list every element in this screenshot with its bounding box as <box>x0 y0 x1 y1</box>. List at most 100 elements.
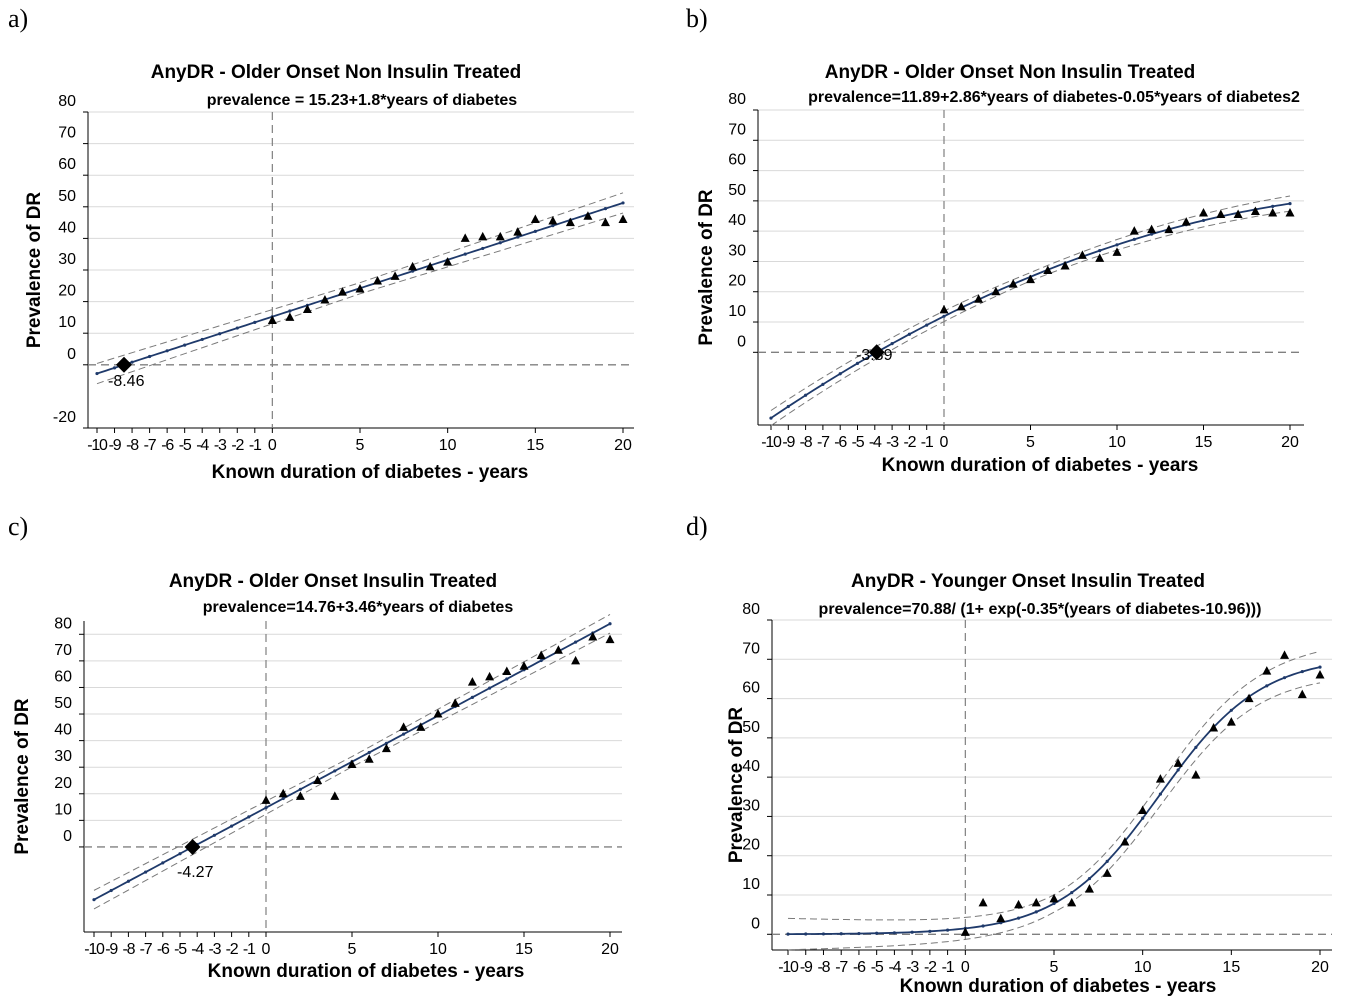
x-tick-label: 20 <box>1311 959 1329 976</box>
observed-point <box>1102 868 1112 877</box>
observed-point <box>285 312 295 321</box>
observed-point <box>583 211 593 220</box>
y-tick-label: 0 <box>63 828 72 845</box>
fit-point <box>165 349 169 353</box>
x-tick-label: -2 <box>226 941 239 958</box>
observed-point <box>495 231 505 241</box>
fit-point <box>288 309 292 313</box>
fit-point <box>1300 669 1304 674</box>
fit-point <box>367 750 371 755</box>
observed-point <box>261 795 271 804</box>
observed-point <box>1226 717 1236 726</box>
observed-point <box>1095 253 1105 262</box>
x-tick-label: -1 <box>942 959 955 976</box>
y-tick-label: 0 <box>737 333 746 350</box>
observed-point <box>1026 274 1035 284</box>
observed-point <box>478 231 488 241</box>
y-tick-label: 40 <box>728 212 746 229</box>
ci-lower-line <box>770 210 1291 427</box>
x-tick-label: 0 <box>268 437 277 454</box>
observed-point <box>1285 207 1295 217</box>
chart-subtitle: prevalence=14.76+3.46*years of diabetes <box>203 599 514 616</box>
x-tick-label: -8 <box>126 437 139 454</box>
fit-point <box>928 929 932 933</box>
observed-point <box>1112 247 1122 256</box>
y-tick-label: 50 <box>728 182 746 199</box>
x-tick-label: -5 <box>179 437 192 454</box>
observed-point <box>571 655 581 665</box>
observed-point <box>1164 224 1174 234</box>
y-tick-label: 80 <box>742 601 760 618</box>
y-tick-label: 80 <box>54 615 72 632</box>
fit-point <box>281 796 285 801</box>
y-tick-label: 10 <box>58 314 76 331</box>
x-tick-label: 15 <box>1222 959 1240 976</box>
fit-point <box>178 852 182 856</box>
observed-point <box>1014 899 1024 909</box>
y-tick-label: 10 <box>728 303 746 320</box>
fit-point <box>875 931 879 935</box>
fit-point <box>95 371 99 376</box>
y-tick-label: 40 <box>742 758 760 775</box>
fit-point <box>109 888 113 893</box>
fit-point <box>200 337 204 342</box>
fit-point <box>804 932 808 936</box>
x-tick-label: -8 <box>818 959 831 976</box>
y-tick-label: 0 <box>67 346 76 363</box>
observed-point <box>364 754 374 763</box>
fit-point <box>264 806 268 810</box>
fit-point <box>470 695 474 699</box>
fit-point <box>235 326 239 330</box>
x-tick-label: -5 <box>174 941 187 958</box>
fit-point <box>1265 684 1269 688</box>
y-tick-label: 60 <box>742 680 760 697</box>
observed-point <box>460 233 470 242</box>
observed-point <box>1060 260 1070 270</box>
fit-point <box>126 879 130 883</box>
x-tick-label: -2 <box>231 437 244 454</box>
fit-point <box>1098 248 1102 253</box>
fit-point <box>1318 665 1322 669</box>
observed-point <box>408 261 418 271</box>
fit-point <box>1229 708 1233 712</box>
observed-point <box>355 283 365 293</box>
x-tick-label: 5 <box>348 941 357 958</box>
observed-point <box>1147 224 1157 234</box>
chart-panel-c: AnyDR - Older Onset Insulin Treated preva… <box>12 571 622 982</box>
x-tick-label: -5 <box>852 434 865 451</box>
observed-point <box>1250 206 1260 215</box>
x-tick-label: -3 <box>208 941 221 958</box>
fit-point <box>230 824 234 828</box>
y-tick-label: 10 <box>742 876 760 893</box>
observed-point <box>1120 836 1130 846</box>
x-tick-label: 10 <box>1134 959 1152 976</box>
fit-point <box>769 416 773 420</box>
fit-point <box>533 229 537 233</box>
observed-point <box>991 286 1001 296</box>
x-tick-label: 20 <box>601 941 619 958</box>
x-tick-label: -2 <box>903 434 916 451</box>
observed-point <box>553 645 563 654</box>
y-tick-label: 20 <box>54 775 72 792</box>
observed-point <box>433 709 443 718</box>
y-tick-label: 50 <box>58 188 76 205</box>
observed-point <box>1268 207 1278 217</box>
x-tick-label: -1 <box>249 437 262 454</box>
ci-upper-line <box>96 192 624 364</box>
fit-point <box>130 360 134 364</box>
observed-point <box>467 677 477 686</box>
y-tick-label: 60 <box>54 668 72 685</box>
observed-point <box>1043 265 1053 275</box>
fit-point <box>1070 890 1074 895</box>
x-tick-label: -3 <box>214 437 227 454</box>
observed-point <box>1129 226 1139 235</box>
x-tick-label: 0 <box>940 434 949 451</box>
panel-label-b: b) <box>686 4 708 33</box>
y-tick-label: 40 <box>54 722 72 739</box>
observed-point <box>978 897 988 907</box>
fit-point <box>551 224 555 228</box>
fit-point <box>855 361 860 365</box>
observed-point <box>1209 723 1219 732</box>
x-axis-label: Known duration of diabetes - years <box>208 961 525 982</box>
